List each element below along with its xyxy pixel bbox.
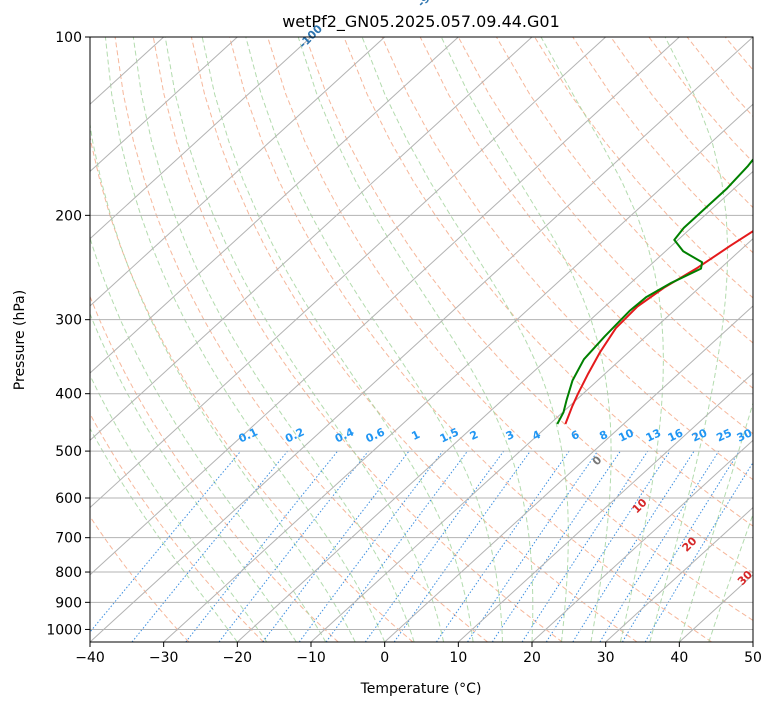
y-tick-label: 1000 xyxy=(46,622,82,638)
x-tick-label: −10 xyxy=(296,650,326,666)
isotherm-line xyxy=(605,506,753,642)
moist-adiabat-line xyxy=(245,37,503,642)
x-tick-label: 20 xyxy=(523,650,541,666)
isotherm-line xyxy=(90,37,386,307)
moist-adiabat-line xyxy=(90,374,268,642)
isotherm-line xyxy=(90,37,312,240)
y-tick-label: 500 xyxy=(55,444,82,460)
moist-adiabat-line xyxy=(361,37,569,642)
y-tick-label: 100 xyxy=(55,30,82,46)
dry-adiabat-line xyxy=(381,37,753,481)
moist-adiabat-line xyxy=(90,121,356,642)
mixing-ratio-line xyxy=(364,450,505,642)
dry-adiabat-line xyxy=(419,37,753,435)
mixing-ratio-line xyxy=(262,450,410,642)
x-tick-label: −30 xyxy=(149,650,179,666)
moist-adiabat-line xyxy=(678,401,753,642)
mixing-ratio-line xyxy=(621,450,740,642)
mixing-ratio-line xyxy=(325,450,468,642)
isotherm-line xyxy=(457,372,753,642)
moist-adiabat-line xyxy=(201,37,474,642)
moist-adiabat-line xyxy=(90,312,297,642)
moist-adiabat-line xyxy=(440,37,612,642)
isotherm-line xyxy=(236,170,753,642)
mixing-ratio-label: 13 xyxy=(644,426,663,444)
isotherm-line xyxy=(531,439,753,642)
mixing-ratio-label: 30 xyxy=(735,426,755,444)
dry-adiabat-label: -90 xyxy=(415,0,438,10)
moist-adiabat-line xyxy=(90,427,238,642)
y-axis-label: Pressure (hPa) xyxy=(12,290,28,390)
x-tick-label: −40 xyxy=(75,650,105,666)
reference-lines xyxy=(90,37,753,642)
x-axis-label: Temperature (°C) xyxy=(360,681,482,697)
x-tick-label: 40 xyxy=(670,650,688,666)
mixing-ratio-line xyxy=(185,450,338,642)
dry-adiabat-line xyxy=(457,37,753,389)
x-axis: −40 −30 −20 −10 0 10 20 30 40 50 xyxy=(75,642,762,666)
y-tick-label: 700 xyxy=(55,531,82,547)
isotherm-line xyxy=(310,237,753,642)
mixing-ratio-line xyxy=(644,461,753,642)
y-tick-label: 400 xyxy=(55,387,82,403)
mixing-ratio-line xyxy=(491,450,621,642)
y-tick-label: 600 xyxy=(55,491,82,507)
moist-adiabat-line xyxy=(649,37,729,642)
x-tick-label: 50 xyxy=(744,650,762,666)
moist-adiabat-line xyxy=(90,236,327,642)
isotherm-line xyxy=(90,37,607,509)
y-axis: 1000 900 800 700 600 500 400 300 200 100 xyxy=(46,30,90,638)
moist-adiabat-line xyxy=(297,37,534,642)
dry-adiabat-line xyxy=(90,412,264,642)
mixing-ratio-label: 16 xyxy=(666,426,686,444)
grid-lines xyxy=(90,37,753,642)
dry-adiabat-line xyxy=(343,37,753,527)
isotherm-line xyxy=(163,103,753,642)
x-tick-label: −20 xyxy=(223,650,253,666)
isotherm-line xyxy=(90,37,533,442)
dry-adiabat-line xyxy=(305,37,753,574)
mixing-ratio-line xyxy=(599,450,720,642)
mixing-ratio-line xyxy=(218,450,369,642)
chart-title: wetPf2_GN05.2025.057.09.44.G01 xyxy=(282,12,560,32)
dry-adiabat-line xyxy=(267,37,753,622)
profile-series xyxy=(556,158,753,425)
y-tick-label: 800 xyxy=(55,565,82,581)
moist-adiabat-line xyxy=(164,37,445,642)
x-tick-label: 0 xyxy=(380,650,389,666)
mixing-ratio-label: 10 xyxy=(617,426,637,444)
mixing-ratio-line xyxy=(521,450,649,642)
mixing-ratio-line xyxy=(545,450,671,642)
x-tick-label: 10 xyxy=(449,650,467,666)
dewpoint-line xyxy=(556,158,753,425)
mixing-ratio-label: 25 xyxy=(714,426,733,444)
dry-adiabat-line xyxy=(152,37,563,642)
isotherm-line xyxy=(384,305,753,642)
mixing-ratio-line xyxy=(298,450,444,642)
dry-adiabat-line xyxy=(114,37,488,642)
isotherm-line xyxy=(90,37,753,642)
dry-adiabat-line xyxy=(534,37,753,299)
y-tick-label: 300 xyxy=(55,313,82,329)
y-tick-label: 200 xyxy=(55,208,82,224)
plot-frame xyxy=(89,36,754,643)
isotherm-line xyxy=(90,37,459,374)
isotherm-line xyxy=(90,37,680,576)
moist-adiabat-line xyxy=(708,512,753,642)
isotherm-line xyxy=(90,37,238,173)
mixing-ratio-line xyxy=(572,450,695,642)
mixing-ratio-label: 20 xyxy=(690,426,710,444)
dry-adiabat-line xyxy=(229,37,712,642)
y-tick-label: 900 xyxy=(55,595,82,611)
mixing-ratio-line xyxy=(467,450,599,642)
temperature-line xyxy=(564,230,753,425)
dry-adiabat-line xyxy=(190,37,638,642)
x-tick-label: 30 xyxy=(597,650,615,666)
moist-adiabat-line xyxy=(540,37,664,642)
moist-adiabat-line xyxy=(132,37,415,642)
mixing-ratio-line xyxy=(435,450,570,642)
